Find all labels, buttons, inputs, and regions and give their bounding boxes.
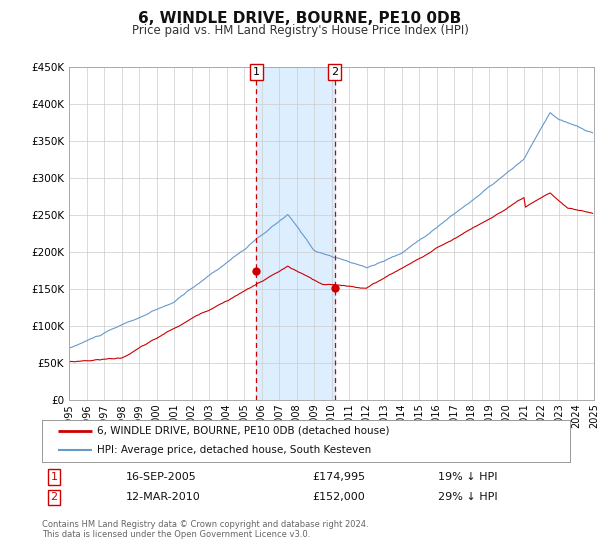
Text: 19% ↓ HPI: 19% ↓ HPI	[438, 472, 497, 482]
Text: 2: 2	[50, 492, 58, 502]
Text: HPI: Average price, detached house, South Kesteven: HPI: Average price, detached house, Sout…	[97, 445, 371, 455]
Text: 6, WINDLE DRIVE, BOURNE, PE10 0DB: 6, WINDLE DRIVE, BOURNE, PE10 0DB	[139, 11, 461, 26]
Text: 16-SEP-2005: 16-SEP-2005	[126, 472, 197, 482]
Text: 29% ↓ HPI: 29% ↓ HPI	[438, 492, 497, 502]
Text: £174,995: £174,995	[312, 472, 365, 482]
Text: This data is licensed under the Open Government Licence v3.0.: This data is licensed under the Open Gov…	[42, 530, 310, 539]
Text: 12-MAR-2010: 12-MAR-2010	[126, 492, 201, 502]
Text: 2: 2	[331, 67, 338, 77]
Text: Contains HM Land Registry data © Crown copyright and database right 2024.: Contains HM Land Registry data © Crown c…	[42, 520, 368, 529]
Text: 1: 1	[253, 67, 260, 77]
Text: £152,000: £152,000	[312, 492, 365, 502]
Bar	[256, 67, 335, 400]
Text: 1: 1	[50, 472, 58, 482]
Text: 6, WINDLE DRIVE, BOURNE, PE10 0DB (detached house): 6, WINDLE DRIVE, BOURNE, PE10 0DB (detac…	[97, 426, 390, 436]
Text: Price paid vs. HM Land Registry's House Price Index (HPI): Price paid vs. HM Land Registry's House …	[131, 24, 469, 36]
